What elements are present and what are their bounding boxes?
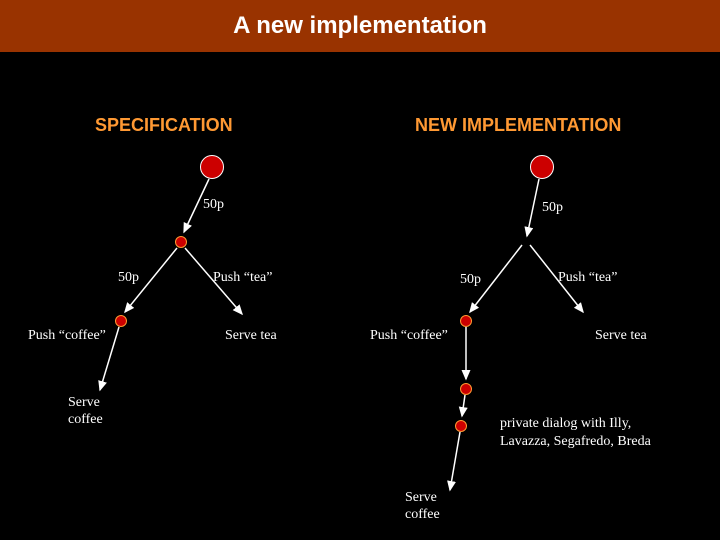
impl-serve-coffee-l2: coffee <box>405 507 440 522</box>
note-private-dialog: private dialog with Illy, Lavazza, Segaf… <box>500 415 670 451</box>
impl-serve-coffee-l1: Serve <box>405 490 437 505</box>
note-text: private dialog with Illy, Lavazza, Segaf… <box>500 416 651 449</box>
impl-edge-6 <box>0 0 720 540</box>
impl-label-serve-coffee: Serve coffee <box>405 490 440 524</box>
